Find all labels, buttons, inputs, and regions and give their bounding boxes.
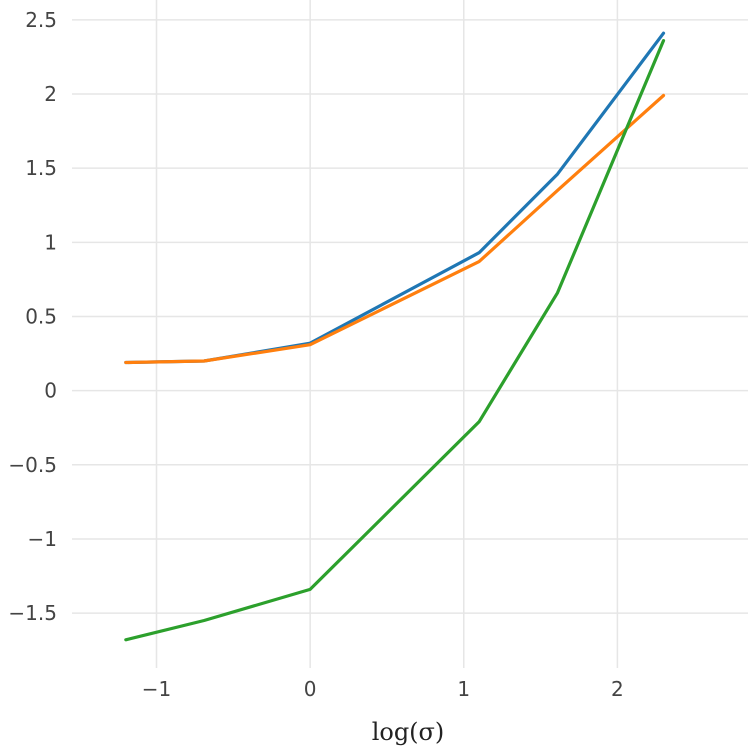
y-tick-label: 0.5 bbox=[25, 304, 57, 328]
y-tick-label: 0 bbox=[44, 379, 57, 403]
y-tick-label: 1 bbox=[44, 230, 57, 254]
y-tick-label: −0.5 bbox=[8, 453, 57, 477]
series-lines bbox=[124, 31, 666, 642]
y-tick-label: 2.5 bbox=[25, 8, 57, 32]
y-tick-label: 1.5 bbox=[25, 156, 57, 180]
gridlines bbox=[72, 0, 748, 668]
series-line-1 bbox=[124, 31, 666, 365]
x-axis-title: log(σ) bbox=[372, 718, 445, 746]
x-tick-label: −1 bbox=[142, 677, 171, 701]
y-axis-tick-labels: 2.5 2 1.5 1 0.5 0 −0.5 −1 −1.5 bbox=[8, 8, 57, 625]
x-tick-label: 0 bbox=[304, 677, 317, 701]
y-tick-label: −1.5 bbox=[8, 601, 57, 625]
y-tick-label: 2 bbox=[44, 82, 57, 106]
x-tick-label: 1 bbox=[457, 677, 470, 701]
series-line-2 bbox=[124, 93, 666, 365]
series-line-3 bbox=[124, 38, 666, 642]
y-tick-label: −1 bbox=[28, 527, 57, 551]
x-tick-label: 2 bbox=[611, 677, 624, 701]
x-axis-tick-labels: −1 0 1 2 bbox=[142, 677, 624, 701]
